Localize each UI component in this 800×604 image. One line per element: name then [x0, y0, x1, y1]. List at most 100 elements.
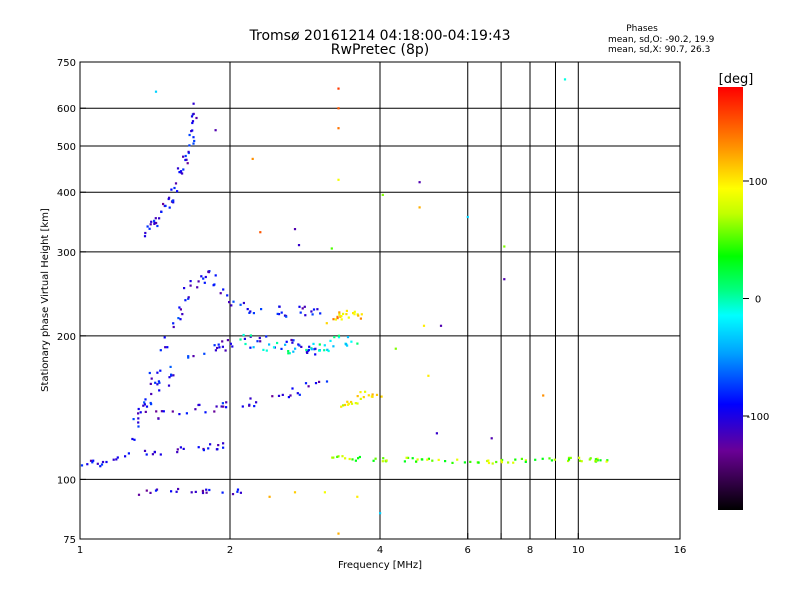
echo-point	[197, 280, 200, 283]
echo-point	[346, 403, 350, 406]
echo-point	[158, 217, 161, 220]
echo-point	[222, 446, 225, 449]
echo-point	[188, 133, 191, 137]
echo-point	[337, 87, 340, 90]
echo-point	[336, 315, 339, 318]
echo-point	[242, 333, 245, 337]
echo-point	[251, 157, 254, 160]
echo-point	[356, 342, 359, 345]
echo-point	[344, 343, 347, 346]
echo-point	[310, 348, 313, 351]
echo-point	[265, 335, 268, 338]
echo-point	[382, 457, 385, 460]
echo-point	[204, 411, 207, 414]
echo-point	[606, 459, 609, 462]
echo-point	[212, 284, 215, 287]
echo-point	[345, 309, 348, 312]
echo-point	[246, 308, 249, 311]
echo-point	[171, 410, 174, 413]
echo-point	[194, 490, 197, 493]
echo-point	[265, 349, 268, 352]
echo-point	[137, 407, 140, 411]
echo-point	[594, 458, 597, 461]
x-tick-label: 1	[77, 545, 83, 556]
echo-point	[359, 397, 362, 400]
echo-point	[284, 343, 287, 346]
echo-point	[186, 162, 189, 165]
echo-point	[346, 336, 350, 339]
echo-point	[202, 277, 205, 280]
echo-point	[229, 342, 232, 345]
echo-point	[569, 456, 572, 459]
echo-point	[221, 340, 224, 343]
echo-point	[252, 312, 255, 315]
echo-point	[360, 313, 363, 316]
echo-point	[301, 307, 304, 310]
echo-point	[137, 421, 140, 424]
echo-point	[534, 458, 537, 461]
echo-point	[167, 197, 170, 201]
echo-point	[153, 219, 156, 222]
echo-point	[362, 396, 365, 399]
echo-point	[179, 308, 182, 311]
echo-point	[405, 456, 408, 459]
echo-point	[225, 406, 228, 409]
echo-point	[127, 452, 130, 455]
echo-point	[239, 338, 242, 341]
echo-point	[354, 459, 357, 462]
echo-point	[207, 271, 210, 274]
echo-point	[150, 403, 153, 406]
echo-point	[262, 348, 265, 351]
echo-point	[329, 339, 332, 342]
echo-point	[356, 495, 359, 498]
echo-point	[596, 459, 599, 462]
echo-point	[337, 334, 340, 337]
echo-point	[337, 532, 340, 535]
echo-point	[595, 459, 598, 462]
echo-point	[280, 311, 283, 314]
echo-point	[288, 352, 291, 355]
echo-point	[318, 343, 321, 346]
echo-point	[150, 220, 153, 223]
echo-point	[294, 347, 297, 350]
echo-point	[380, 395, 383, 398]
echo-point	[439, 324, 443, 327]
echo-point	[143, 403, 146, 406]
echo-point	[463, 461, 466, 464]
y-tick-label: 100	[57, 475, 76, 486]
echo-point	[159, 453, 162, 456]
echo-point	[157, 417, 160, 420]
echo-point	[338, 311, 341, 314]
echo-point	[364, 390, 367, 393]
echo-point	[203, 281, 206, 284]
echo-point	[507, 461, 510, 464]
echo-point	[512, 461, 515, 464]
echo-point	[354, 402, 357, 405]
echo-point	[352, 312, 355, 315]
echo-point	[348, 457, 351, 461]
echo-point	[168, 376, 171, 379]
echo-point	[308, 345, 311, 348]
echo-point	[214, 274, 217, 277]
echo-point	[156, 383, 159, 386]
echo-point	[115, 458, 118, 461]
x-tick-label: 16	[674, 545, 687, 556]
echo-point	[168, 206, 171, 209]
echo-point	[567, 456, 571, 459]
echo-point	[285, 340, 288, 343]
echo-point	[304, 314, 307, 317]
echo-point	[160, 410, 163, 413]
echo-point	[456, 458, 459, 461]
echo-point	[292, 350, 295, 353]
echo-point	[353, 310, 356, 313]
y-tick-label: 400	[57, 188, 76, 199]
echo-point	[200, 275, 203, 278]
echo-point	[353, 313, 356, 316]
echo-point	[145, 489, 148, 492]
echo-point	[374, 457, 377, 460]
echo-point	[427, 374, 430, 377]
echo-point	[189, 280, 192, 283]
echo-point	[337, 178, 340, 181]
echo-point	[318, 380, 321, 383]
echo-point	[334, 318, 337, 321]
